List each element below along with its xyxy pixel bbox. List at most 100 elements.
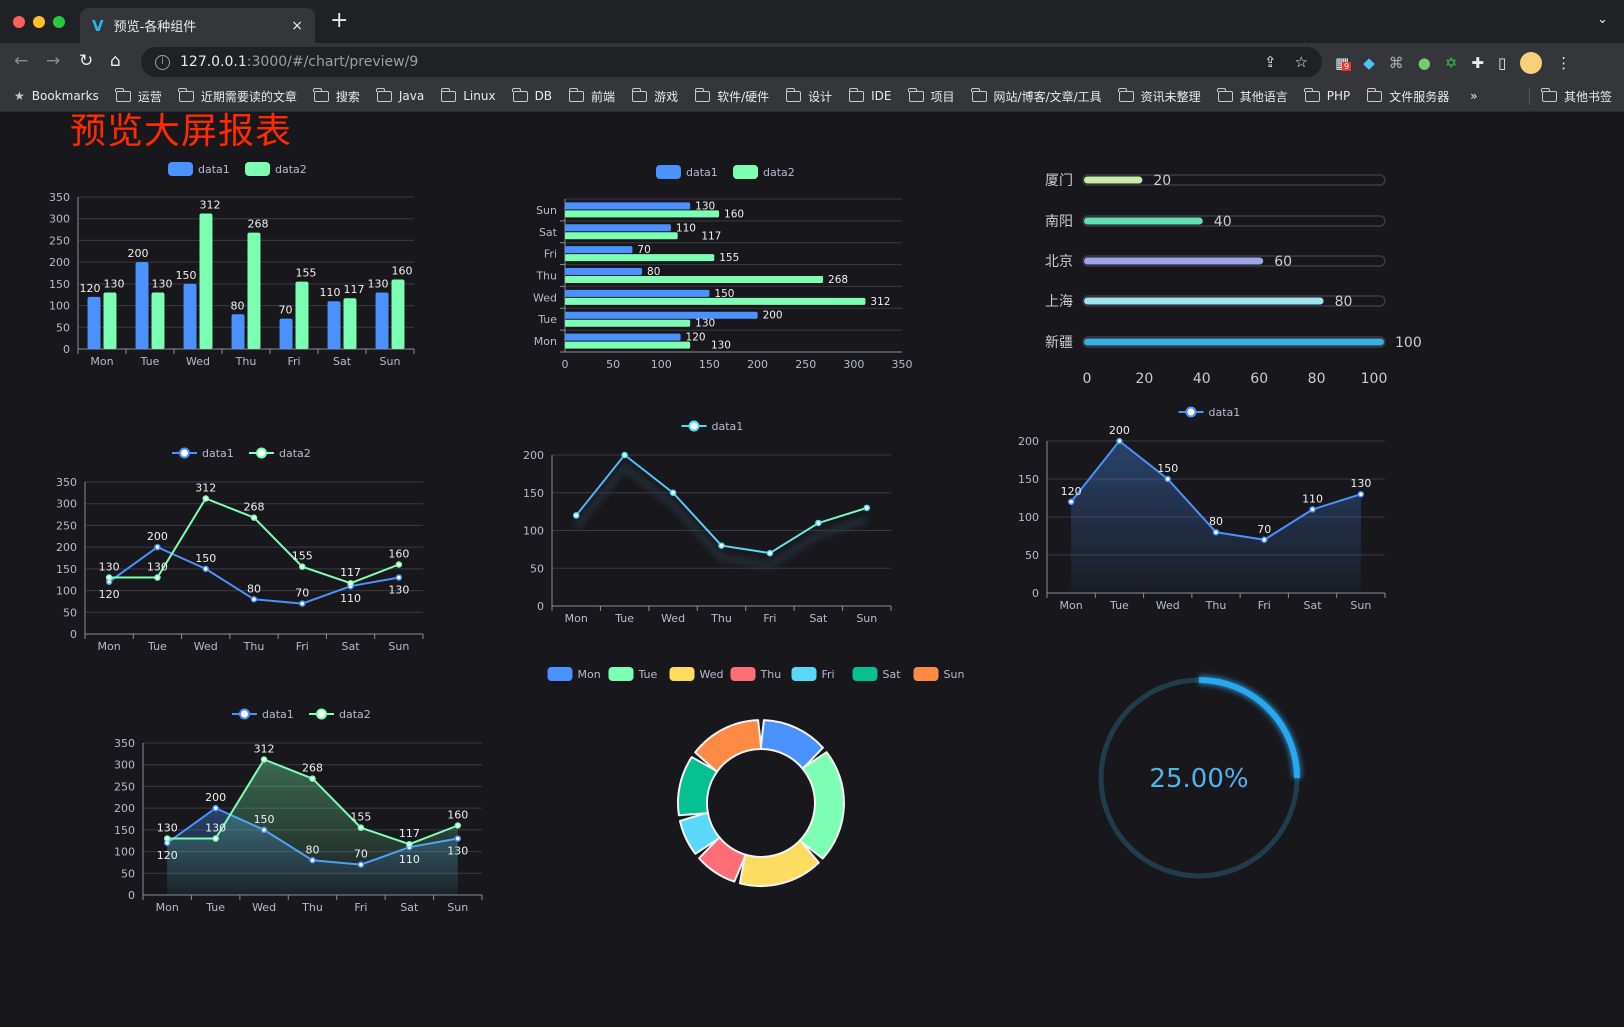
new-tab-button[interactable]: + xyxy=(330,8,349,33)
bookmark-folder[interactable]: 资讯未整理 xyxy=(1118,87,1201,105)
bookmark-folder[interactable]: 其他语言 xyxy=(1217,87,1288,105)
point-value-label: 110 xyxy=(340,592,361,605)
bookmark-label: 网站/博客/文章/工具 xyxy=(993,89,1102,104)
bookmark-folder[interactable]: 软件/硬件 xyxy=(694,87,769,105)
data-point xyxy=(154,543,161,551)
point-value-label: 312 xyxy=(195,482,216,495)
legend-label: data1 xyxy=(202,447,234,460)
bookmarks-overflow-button[interactable]: » xyxy=(1470,89,1478,103)
x-tick-label: Fri xyxy=(296,640,309,653)
bookmark-folder[interactable]: 运营 xyxy=(115,87,162,105)
bookmark-folder[interactable]: 游戏 xyxy=(631,87,678,105)
y-tick-label: 100 xyxy=(1018,511,1039,524)
y-tick-label: 350 xyxy=(49,191,70,204)
bookmark-folder[interactable]: DB xyxy=(512,87,553,103)
y-tick-label: 100 xyxy=(523,525,544,538)
extension-command-icon[interactable]: ⌘ xyxy=(1388,54,1404,72)
x-tick-label: Sun xyxy=(1350,599,1371,612)
data-point xyxy=(260,826,268,834)
toolbar: ← → ↻ ⌂ i 127.0.0.1:3000/#/chart/preview… xyxy=(0,43,1624,81)
legend-label: data1 xyxy=(712,420,744,433)
bar-value-label: 130 xyxy=(368,278,389,291)
bar-data2 xyxy=(151,292,165,349)
maximize-window-button[interactable] xyxy=(53,16,65,28)
data-point xyxy=(395,574,403,581)
folder-icon xyxy=(376,87,392,102)
bar-data2 xyxy=(565,319,691,327)
bookmark-label: IDE xyxy=(871,89,892,103)
bookmarks-menu[interactable]: ★ Bookmarks xyxy=(14,89,99,103)
menu-kebab-icon[interactable]: ⋮ xyxy=(1556,54,1572,72)
tab-close-icon[interactable]: × xyxy=(291,17,303,34)
point-value-label: 70 xyxy=(354,848,368,861)
forward-icon[interactable]: → xyxy=(46,51,61,71)
bookmark-folder[interactable]: 设计 xyxy=(785,87,832,105)
data-point xyxy=(1357,490,1365,498)
legend-swatch-icon xyxy=(791,667,817,681)
bar-value-label: 130 xyxy=(695,318,715,330)
bookmark-folder[interactable]: 项目 xyxy=(908,87,955,105)
x-tick-label: 80 xyxy=(1308,371,1326,387)
progress-track xyxy=(1082,295,1386,307)
extension-diamond-icon[interactable]: ◆ xyxy=(1363,54,1375,72)
bookmark-star-icon[interactable]: ☆ xyxy=(1294,53,1308,71)
bookmark-label: 运营 xyxy=(137,89,162,104)
side-panel-icon[interactable]: ▯ xyxy=(1497,54,1507,72)
point-value-label: 150 xyxy=(254,813,275,826)
bar-data1 xyxy=(231,314,245,349)
bar-value-label: 110 xyxy=(676,222,696,234)
bar-value-label: 130 xyxy=(711,340,731,352)
data-point xyxy=(669,489,677,496)
bookmark-folder[interactable]: 文件服务器 xyxy=(1366,87,1449,105)
minimize-window-button[interactable] xyxy=(33,16,45,28)
data-point xyxy=(309,857,316,864)
bookmark-label: DB xyxy=(534,89,553,103)
data-point xyxy=(202,565,209,573)
bar-value-label: 150 xyxy=(714,288,734,300)
bookmark-folder[interactable]: IDE xyxy=(848,87,892,103)
y-tick-label: 200 xyxy=(114,802,135,815)
share-icon[interactable]: ⇪ xyxy=(1263,53,1277,71)
bookmark-folder[interactable]: 网站/博客/文章/工具 xyxy=(971,87,1102,105)
bookmark-folder[interactable]: 近期需要读的文章 xyxy=(178,87,297,105)
bookmark-folder[interactable]: Linux xyxy=(440,87,496,103)
extension-grid-icon[interactable]: ▦9 xyxy=(1335,54,1352,72)
progress-category-label: 南阳 xyxy=(1045,214,1073,230)
close-window-button[interactable] xyxy=(13,16,25,28)
tab-search-chevron-icon[interactable]: ⌄ xyxy=(1597,12,1608,27)
other-bookmarks-folder[interactable]: 其他书签 xyxy=(1528,87,1612,105)
point-value-label: 200 xyxy=(205,791,226,804)
address-bar[interactable]: i 127.0.0.1:3000/#/chart/preview/9 ⇪ ☆ xyxy=(141,47,1322,77)
reload-icon[interactable]: ↻ xyxy=(79,51,94,71)
x-tick-label: Tue xyxy=(205,901,225,914)
bar-data1 xyxy=(87,296,101,349)
extensions-puzzle-icon[interactable]: ✚ xyxy=(1471,54,1484,72)
bookmark-folder[interactable]: Java xyxy=(376,87,424,103)
bookmark-label: 其他书签 xyxy=(1563,89,1612,104)
site-info-icon[interactable]: i xyxy=(155,54,170,70)
extension-star-icon[interactable]: ✡ xyxy=(1444,54,1458,72)
y-tick-label: 150 xyxy=(49,278,70,291)
home-icon[interactable]: ⌂ xyxy=(110,51,121,71)
data-point xyxy=(154,574,161,581)
bar-value-label: 268 xyxy=(248,218,269,231)
bar-data1 xyxy=(565,333,681,341)
x-tick-label: Thu xyxy=(301,901,323,914)
y-tick-label: 0 xyxy=(63,343,70,356)
legend-swatch-icon xyxy=(730,667,756,681)
bar-data2 xyxy=(343,298,357,349)
star-icon: ★ xyxy=(14,89,25,103)
extension-circle-icon[interactable]: ● xyxy=(1417,54,1431,72)
bookmark-folder[interactable]: 前端 xyxy=(568,87,615,105)
bookmark-folder[interactable]: 搜索 xyxy=(313,87,360,105)
bar-value-label: 120 xyxy=(686,332,706,344)
y-tick-label: 150 xyxy=(56,563,77,576)
data-point xyxy=(1261,536,1268,544)
x-tick-label: Fri xyxy=(1258,599,1271,612)
data-point xyxy=(454,822,462,829)
profile-avatar[interactable] xyxy=(1520,52,1543,74)
tab-active[interactable]: V 预览-各种组件 × xyxy=(80,8,315,43)
x-tick-label: Sat xyxy=(1304,599,1323,612)
bookmark-folder[interactable]: PHP xyxy=(1304,87,1350,103)
back-icon[interactable]: ← xyxy=(14,51,29,71)
